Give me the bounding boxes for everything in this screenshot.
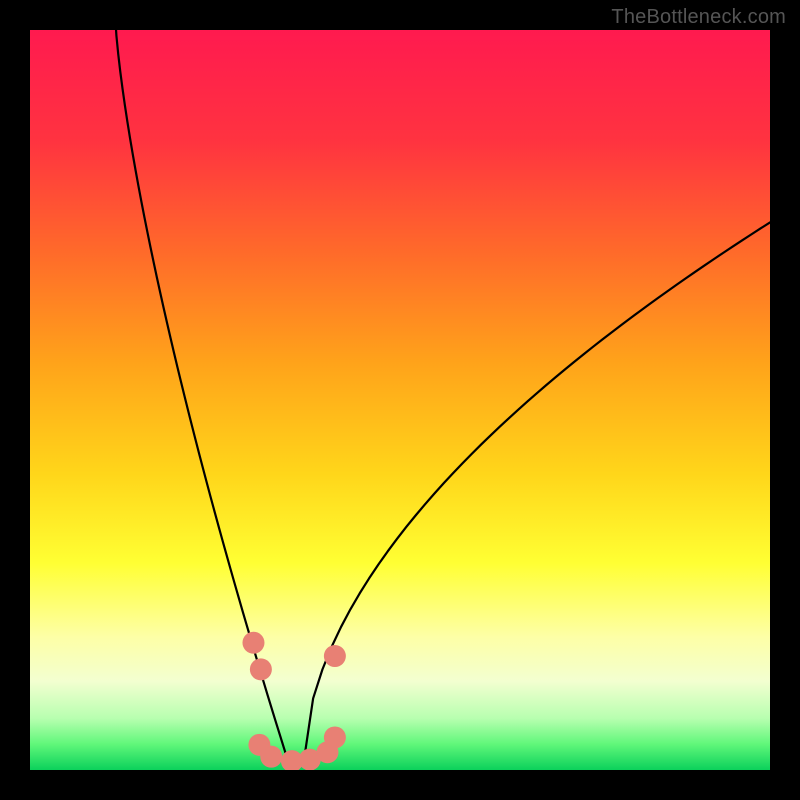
stage: TheBottleneck.com	[0, 0, 800, 800]
valley-dot	[242, 632, 264, 654]
chart-svg	[0, 0, 800, 800]
valley-dot	[324, 726, 346, 748]
valley-dot	[324, 645, 346, 667]
valley-dot	[250, 658, 272, 680]
plot-background	[30, 30, 770, 770]
valley-dot	[260, 746, 282, 768]
watermark-text: TheBottleneck.com	[611, 6, 786, 29]
